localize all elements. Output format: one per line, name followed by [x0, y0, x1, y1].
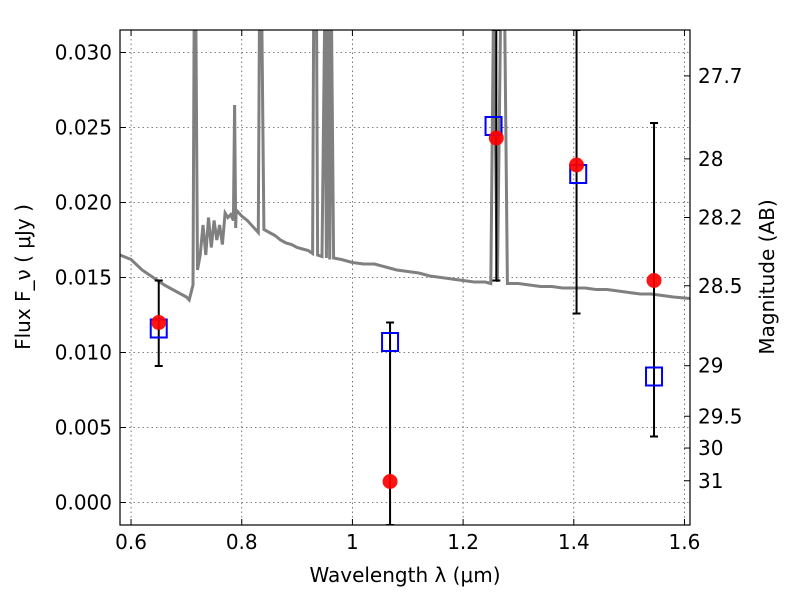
- mag-tick-label: 29: [698, 354, 723, 378]
- x-tick-label: 1.4: [558, 530, 590, 554]
- y-tick-label: 0.010: [55, 341, 112, 365]
- observed-flux-point: [488, 130, 504, 146]
- model-flux-square: [645, 366, 664, 387]
- mag-tick-label: 28: [698, 147, 723, 171]
- grid-lines: [120, 30, 690, 525]
- model-flux-square: [381, 332, 400, 352]
- x-tick-label: 1: [346, 530, 359, 554]
- observed-flux-point: [646, 273, 662, 288]
- mag-tick-label: 27.7: [698, 64, 743, 88]
- y2-axis-label: Magnitude (AB): [755, 199, 779, 354]
- y-tick-label: 0.020: [55, 191, 112, 215]
- mag-tick-label: 31: [698, 469, 723, 493]
- x-tick-label: 0.6: [115, 530, 147, 554]
- data-markers: [149, 30, 664, 525]
- x-axis-label: Wavelength λ (μm): [309, 563, 500, 587]
- mag-tick-label: 28.2: [698, 206, 743, 230]
- y-tick-label: 0.015: [55, 266, 112, 290]
- y-tick-label: 0.000: [55, 491, 112, 515]
- mag-tick-label: 28.5: [698, 274, 743, 298]
- mag-tick-label: 29.5: [698, 404, 743, 428]
- observed-flux-point: [382, 474, 398, 489]
- x-tick-label: 1.6: [669, 530, 701, 554]
- y-axis-label: Flux F_ν ( μJy ): [11, 204, 35, 350]
- y-tick-label: 0.025: [55, 116, 112, 140]
- observed-flux-point: [151, 315, 167, 330]
- mag-tick-label: 30: [698, 436, 723, 460]
- y-tick-label: 0.005: [55, 416, 112, 440]
- axis-ticks: 0.6 0.8 1 1.2 1.4 1.6 0.000 0.005 0.010 0.015 0.02…: [55, 30, 743, 554]
- x-tick-label: 0.8: [226, 530, 258, 554]
- observed-flux-point: [569, 157, 585, 173]
- x-tick-label: 1.2: [447, 530, 479, 554]
- y-tick-label: 0.030: [55, 41, 112, 65]
- model-spectrum-line: [120, 30, 690, 304]
